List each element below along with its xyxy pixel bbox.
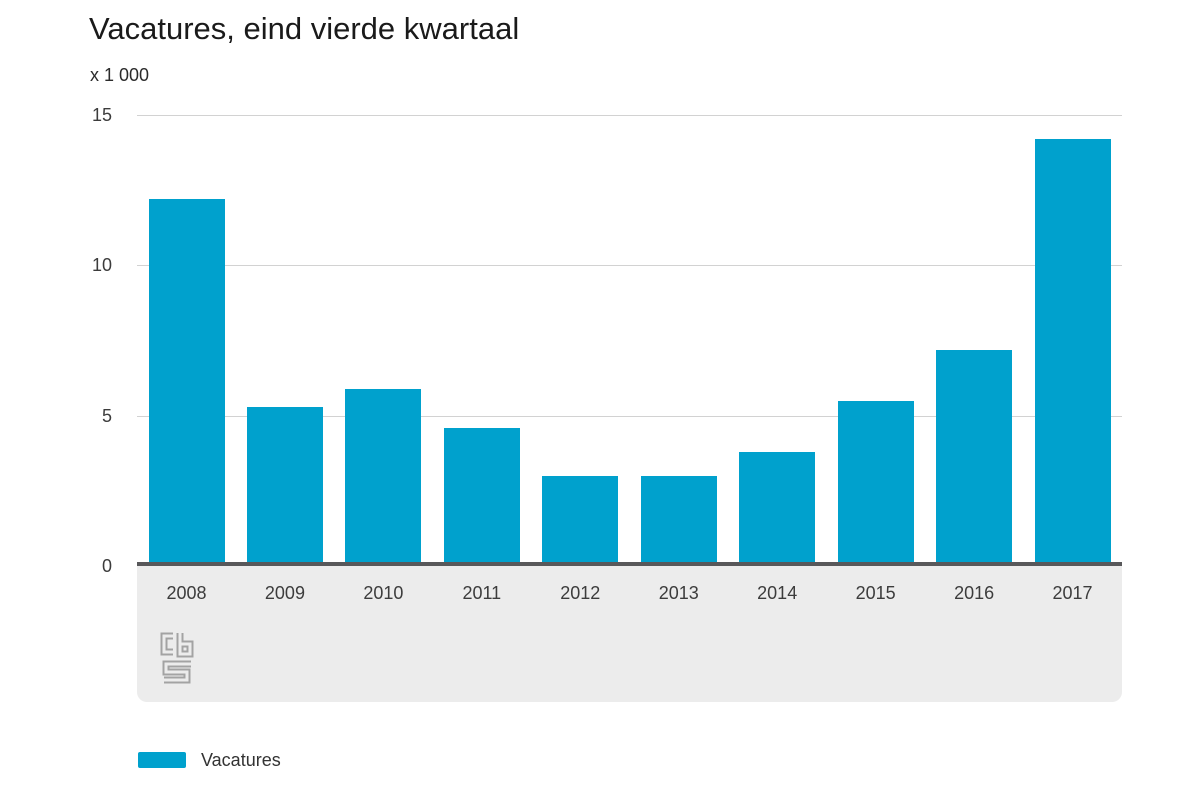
- x-tick-label-2010: 2010: [363, 583, 404, 603]
- bar-2009[interactable]: [246, 406, 323, 566]
- cbs-logo-icon: [160, 632, 194, 684]
- y-tick-label-5: 5: [101, 405, 112, 426]
- bar-2014[interactable]: [739, 451, 816, 566]
- x-tick-label-2008: 2008: [166, 583, 207, 603]
- y-axis-unit-label: x 1 000: [90, 65, 150, 85]
- x-tick-label-2015: 2015: [855, 583, 896, 603]
- gridline-5: [137, 415, 1122, 417]
- legend: Vacatures: [138, 750, 281, 770]
- chart-title: Vacatures, eind vierde kwartaal: [89, 11, 520, 46]
- x-tick-label-2009: 2009: [264, 583, 305, 603]
- legend-swatch-vacatures[interactable]: [138, 752, 186, 768]
- x-tick-label-2014: 2014: [757, 583, 798, 603]
- bar-2008[interactable]: [148, 199, 225, 566]
- bar-2016[interactable]: [936, 349, 1013, 566]
- x-tick-label-2013: 2013: [658, 583, 699, 603]
- x-axis-line: [137, 562, 1122, 566]
- bar-2017[interactable]: [1034, 139, 1111, 566]
- x-tick-label-2016: 2016: [954, 583, 995, 603]
- x-tick-label-2012: 2012: [560, 583, 601, 603]
- bar-2011[interactable]: [443, 427, 520, 566]
- y-tick-label-0: 0: [101, 556, 112, 576]
- x-tick-label-2011: 2011: [462, 583, 502, 603]
- gridline-10: [137, 265, 1122, 267]
- bar-2012[interactable]: [542, 475, 619, 566]
- bar-2010[interactable]: [345, 388, 422, 566]
- gridline-15: [137, 115, 1122, 116]
- bar-2015[interactable]: [837, 400, 914, 566]
- y-tick-label-15: 15: [91, 105, 112, 125]
- bar-2013[interactable]: [640, 475, 717, 566]
- y-tick-label-10: 10: [91, 255, 112, 276]
- x-axis-band: [137, 566, 1122, 702]
- legend-label-vacatures[interactable]: Vacatures: [201, 750, 281, 770]
- x-tick-label-2017: 2017: [1052, 583, 1093, 603]
